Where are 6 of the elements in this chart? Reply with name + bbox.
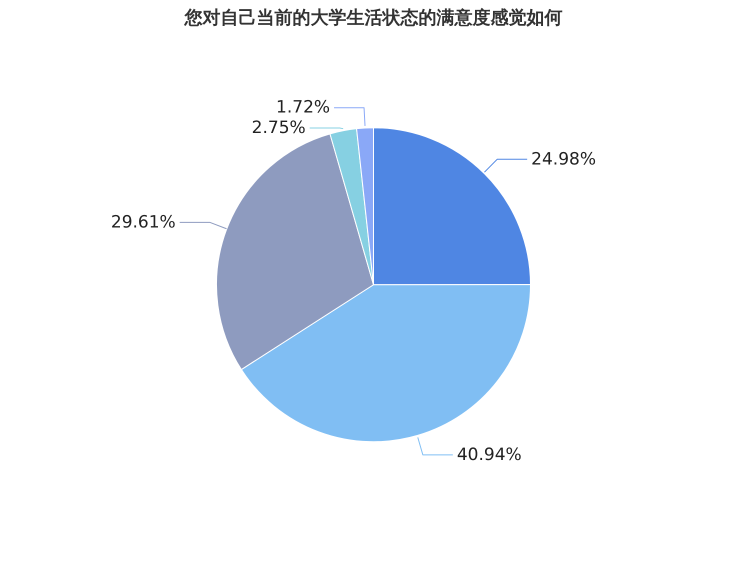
data-label: 1.72%	[276, 98, 330, 118]
data-label: 29.61%	[110, 212, 176, 232]
chart-title: 您对自己当前的大学生活状态的满意度感觉如何	[184, 8, 562, 28]
data-label: 40.94%	[456, 444, 522, 465]
data-label: 24.98%	[531, 149, 596, 170]
data-label: 2.75%	[252, 118, 306, 138]
